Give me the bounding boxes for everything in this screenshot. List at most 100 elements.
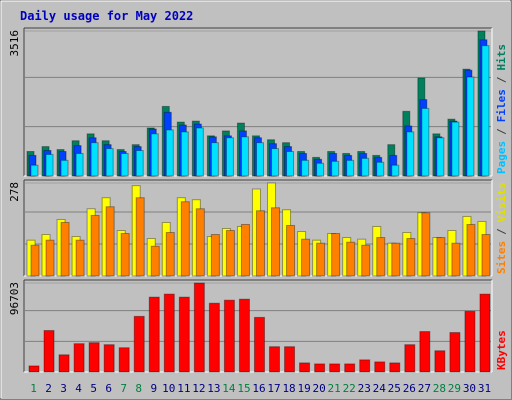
bar xyxy=(165,129,174,177)
legend-entry: Pages xyxy=(495,141,508,174)
bar xyxy=(359,359,371,373)
bar xyxy=(346,241,356,277)
x-tick-label: 22 xyxy=(343,382,356,395)
x-tick-label: 27 xyxy=(418,382,431,395)
x-tick-label: 6 xyxy=(105,382,112,395)
bar xyxy=(316,162,325,177)
legend-separator: / xyxy=(495,128,508,135)
legend-entry: KBytes xyxy=(495,330,508,370)
bar xyxy=(90,142,99,177)
bar xyxy=(464,310,476,373)
bar xyxy=(374,361,386,373)
bar xyxy=(195,208,205,277)
bar xyxy=(436,137,445,177)
x-tick-label: 20 xyxy=(313,382,326,395)
bar xyxy=(301,238,311,277)
bar xyxy=(271,207,281,277)
bar xyxy=(391,164,400,177)
bar xyxy=(30,244,40,277)
x-tick-label: 4 xyxy=(75,382,82,395)
bar xyxy=(75,239,85,277)
bar xyxy=(286,224,296,277)
x-tick-label: 1 xyxy=(30,382,37,395)
bar xyxy=(255,210,265,277)
x-tick-label: 3 xyxy=(60,382,67,395)
bar xyxy=(195,127,204,177)
x-tick-label: 28 xyxy=(433,382,446,395)
bar xyxy=(208,302,220,373)
bar xyxy=(479,293,491,373)
bar xyxy=(180,131,189,177)
legend-entry: Hits xyxy=(495,44,508,71)
bar xyxy=(148,296,160,373)
bar xyxy=(436,237,446,277)
chart-title: Daily usage for May 2022 xyxy=(20,9,193,23)
bar xyxy=(238,298,250,373)
bar xyxy=(240,223,250,277)
bar xyxy=(344,363,356,373)
bar xyxy=(60,221,70,277)
x-tick-label: 12 xyxy=(192,382,205,395)
bar xyxy=(30,164,39,177)
x-tick-label: 31 xyxy=(478,382,491,395)
bar xyxy=(45,153,54,177)
bar xyxy=(90,214,100,277)
x-tick-label: 16 xyxy=(252,382,265,395)
legend-separator: / xyxy=(495,228,508,235)
bar xyxy=(105,148,114,177)
bar xyxy=(180,201,190,277)
x-tick-label: 26 xyxy=(403,382,416,395)
x-tick-label: 24 xyxy=(373,382,387,395)
x-tick-label: 13 xyxy=(207,382,220,395)
legend-entry: Files xyxy=(495,89,508,122)
x-tick-label: 7 xyxy=(120,382,127,395)
bar xyxy=(316,242,326,277)
x-tick-label: 5 xyxy=(90,382,97,395)
bar xyxy=(210,234,220,277)
bar xyxy=(389,362,401,373)
x-tick-label: 29 xyxy=(448,382,461,395)
bar xyxy=(329,363,341,373)
bar xyxy=(150,245,160,277)
bar xyxy=(28,365,40,373)
bar xyxy=(466,223,476,277)
x-tick-label: 2 xyxy=(45,382,52,395)
legend-entry: Visits xyxy=(495,183,508,223)
bar xyxy=(421,212,431,277)
x-tick-label: 19 xyxy=(297,382,310,395)
bar xyxy=(449,332,461,373)
bar xyxy=(135,197,145,277)
bar xyxy=(331,233,341,277)
bar xyxy=(404,344,416,373)
bar xyxy=(75,152,84,177)
x-tick-label: 21 xyxy=(328,382,341,395)
bar xyxy=(165,232,175,277)
bar xyxy=(271,148,280,177)
x-tick-label: 18 xyxy=(282,382,295,395)
bar xyxy=(451,242,461,277)
legend-entry: Sites xyxy=(495,241,508,274)
bar xyxy=(223,299,235,373)
bar xyxy=(406,131,415,177)
x-tick-label: 9 xyxy=(150,382,157,395)
bar xyxy=(118,347,130,373)
bar xyxy=(346,159,355,177)
bar xyxy=(286,151,295,177)
x-tick-label: 17 xyxy=(267,382,280,395)
x-tick-label: 14 xyxy=(222,382,236,395)
legend: Pages / Files / Hits xyxy=(495,44,508,174)
y-max-label: 278 xyxy=(8,182,21,202)
bar xyxy=(481,45,490,177)
bar xyxy=(103,344,115,373)
y-max-label: 96703 xyxy=(8,282,21,315)
bar xyxy=(406,238,416,277)
bar xyxy=(314,363,326,373)
bar xyxy=(225,137,234,177)
bar xyxy=(466,76,475,177)
bar xyxy=(299,362,311,373)
bar xyxy=(419,331,431,373)
x-tick-label: 30 xyxy=(463,382,476,395)
bar xyxy=(301,159,310,177)
bar xyxy=(361,157,370,177)
